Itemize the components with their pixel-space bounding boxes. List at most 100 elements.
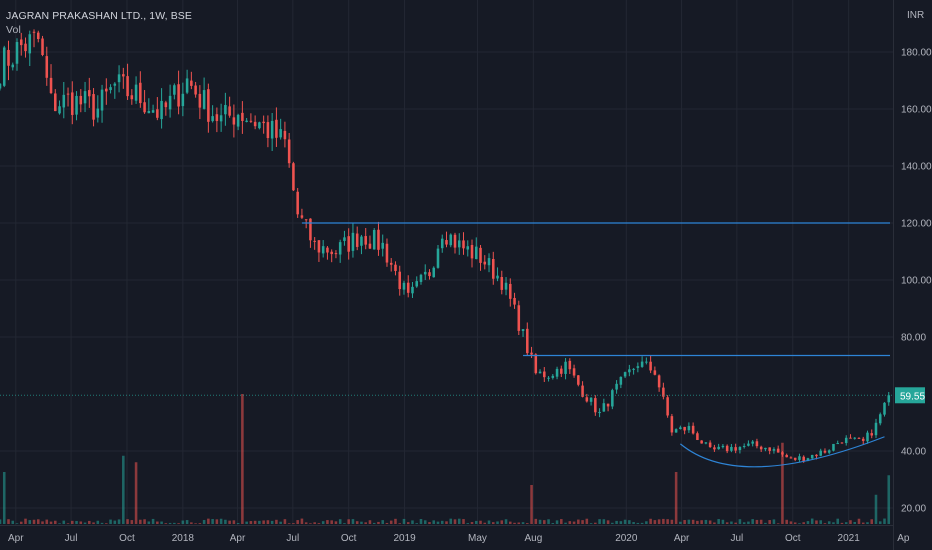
volume-bar [300, 518, 304, 524]
time-tick-label: Jul [286, 533, 299, 544]
volume-bar [742, 522, 746, 524]
volume-bar [122, 455, 125, 524]
candle-body [662, 387, 665, 397]
price-tick-label: 100.00 [901, 276, 932, 287]
rounding-bottom-arc[interactable] [679, 436, 885, 468]
candle-body [713, 447, 716, 450]
candle-body [2, 47, 6, 86]
candle-body [866, 432, 869, 442]
candle-body [249, 120, 253, 122]
volume-bar [287, 523, 291, 524]
volume-indicator-label[interactable]: Vol [6, 24, 21, 36]
volume-bar [109, 519, 112, 524]
volume-bar [321, 521, 325, 524]
candle-body [164, 102, 168, 108]
volume-bar [423, 520, 427, 524]
candle-body [802, 456, 805, 461]
volume-bar [823, 523, 827, 524]
candle-body [415, 281, 419, 287]
volume-bar [645, 521, 648, 524]
volume-bar [224, 519, 227, 524]
candle-body [160, 100, 163, 120]
candle-body [185, 78, 189, 93]
candle-body [15, 42, 19, 64]
volume-bar [466, 523, 470, 524]
volume-bar [861, 522, 865, 524]
drawings[interactable] [301, 222, 890, 468]
candle-body [453, 234, 457, 248]
volume-bar [198, 523, 202, 524]
volume-bar [428, 522, 431, 524]
candle-body [173, 85, 176, 95]
candle-body [568, 360, 572, 370]
volume-bar [177, 523, 180, 524]
volume-bar [679, 521, 682, 524]
candle-body [840, 442, 844, 444]
volume-bar [887, 475, 891, 524]
volume-bar [602, 519, 606, 524]
volume-bar [117, 519, 121, 524]
candle-body [190, 80, 193, 86]
candle-body [798, 456, 801, 460]
volume-bar [432, 520, 436, 524]
volume-bar [249, 521, 253, 524]
candle-body [334, 253, 338, 255]
price-axis[interactable]: INR 200.00 180.00 160.00 140.00 120.00 100.00… [901, 0, 932, 515]
volume-bar [326, 520, 329, 524]
candle-body [708, 442, 712, 448]
volume-bar [674, 472, 678, 524]
volume-bar [36, 519, 40, 524]
volume-bar [619, 521, 623, 524]
candle-body [789, 457, 793, 459]
candle-body [275, 119, 278, 138]
candle-body [589, 397, 593, 402]
candle-body [283, 130, 287, 140]
candle-body [704, 442, 708, 444]
candle-body [372, 229, 376, 250]
candle-body [823, 450, 827, 453]
time-tick-label: Ap [897, 533, 910, 544]
candle-body [423, 271, 427, 275]
volume-bar [623, 519, 627, 524]
candle-body [62, 94, 66, 108]
volume-bar [594, 522, 597, 524]
volume-bar [28, 520, 32, 524]
volume-bar [717, 519, 720, 524]
candle-body [355, 233, 359, 247]
volume-bar [479, 520, 482, 524]
candle-body [394, 264, 397, 271]
candle-body [645, 361, 648, 363]
volume-bar [483, 522, 487, 524]
volume-bar [105, 523, 108, 524]
volume-bar [802, 522, 805, 524]
volume-bar [160, 521, 163, 524]
candle-body [224, 104, 227, 115]
volume-bar [568, 521, 572, 524]
volume-bar [317, 523, 321, 524]
symbol-title[interactable]: JAGRAN PRAKASHAN LTD., 1W, BSE [6, 10, 193, 22]
candle-body [71, 92, 74, 115]
volume-bar [228, 520, 231, 524]
candle-body [747, 443, 750, 446]
volume-bar [143, 519, 146, 524]
volume-bar [402, 518, 406, 524]
time-axis[interactable]: Apr Jul Oct 2018 Apr Jul Oct 2019 May Aug 2020 Apr J… [8, 533, 910, 544]
volume-bar [636, 522, 640, 524]
candle-body [54, 93, 57, 112]
volume-bar [389, 520, 393, 524]
candle-body [759, 446, 763, 450]
candle-body [236, 114, 240, 127]
volume-bar [840, 522, 844, 524]
candle-body [687, 426, 691, 431]
volume-bar [866, 522, 869, 524]
last-price-label: 59.55 [900, 391, 925, 402]
candle-body [79, 95, 83, 105]
candle-body [844, 437, 848, 444]
volume-bar [683, 520, 686, 524]
volume-bar [219, 518, 223, 524]
price-tick-label: 200.00 [901, 0, 932, 2]
time-tick-label: 2018 [172, 533, 195, 544]
volume-bar [526, 523, 529, 524]
